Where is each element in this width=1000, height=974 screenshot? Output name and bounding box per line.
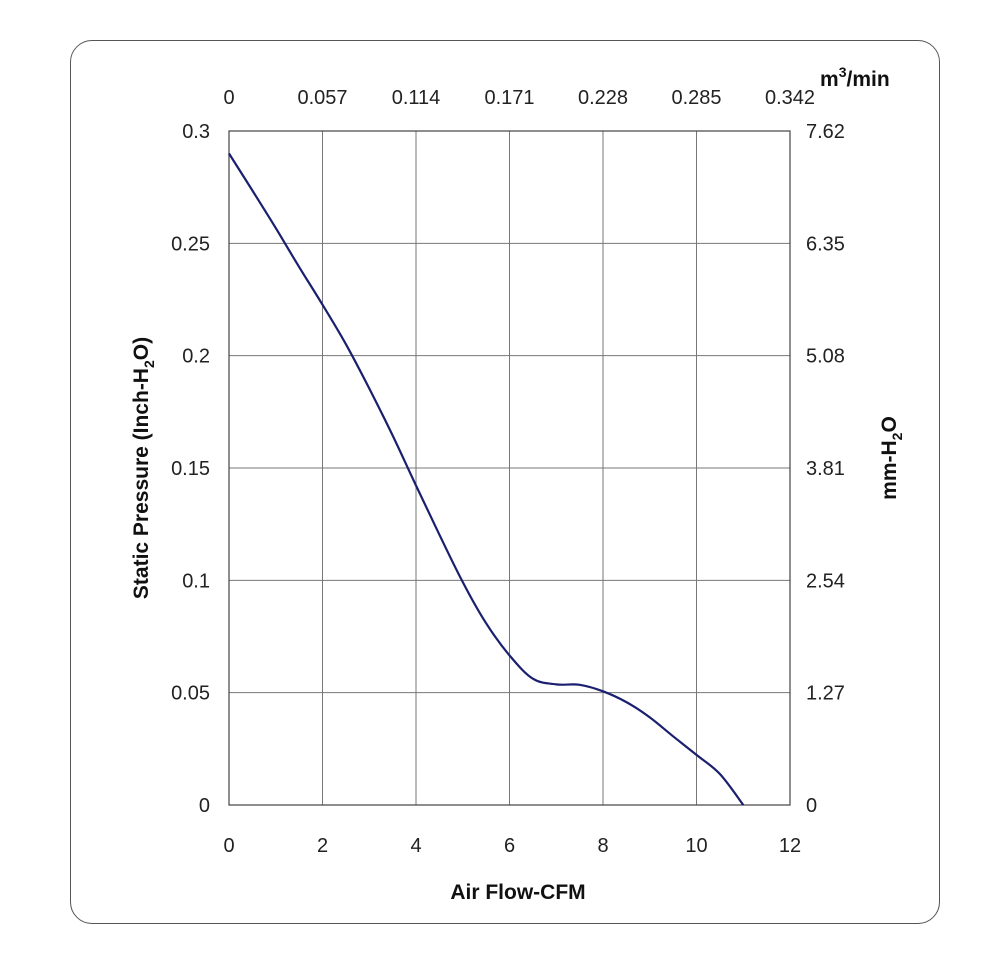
y-left-tick-label: 0.05 xyxy=(171,683,210,705)
x-tick-label: 2 xyxy=(317,835,328,857)
y-axis-left-title: Static Pressure (Inch-H2O) xyxy=(130,337,157,599)
x-axis-title: Air Flow-CFM xyxy=(450,881,585,904)
x-top-tick-label: 0.228 xyxy=(578,87,628,109)
x-tick-label: 6 xyxy=(504,835,515,857)
y-right-tick-label: 3.81 xyxy=(806,458,845,480)
y-right-tick-label: 6.35 xyxy=(806,233,845,255)
x-tick-label: 8 xyxy=(597,835,608,857)
y-right-tick-label: 1.27 xyxy=(806,683,845,705)
y-right-tick-label: 7.62 xyxy=(806,121,845,143)
grid-lines xyxy=(229,131,790,805)
x-tick-label: 0 xyxy=(223,835,234,857)
pressure-curve-line xyxy=(228,152,745,806)
y-axis-left-title-subscript: 2 xyxy=(141,360,157,368)
y-right-tick-label: 5.08 xyxy=(806,346,845,368)
x-top-tick-label: 0.114 xyxy=(392,87,441,109)
y-axis-right-title-subscript: 2 xyxy=(889,432,905,440)
y-axis-right-title: mm-H2O xyxy=(878,416,905,500)
tick-labels: 0 2 4 6 8 10 120 0.057 0.114 0.171 0.228 0.285 0.342… xyxy=(171,87,845,857)
x-tick-label: 10 xyxy=(685,835,707,857)
y-left-tick-label: 0.3 xyxy=(182,121,210,143)
y-left-tick-label: 0.2 xyxy=(182,346,210,368)
x-tick-label: 4 xyxy=(410,835,421,857)
y-left-tick-label: 0.1 xyxy=(182,570,210,592)
top-axis-unit: m3/min xyxy=(820,64,890,91)
y-right-tick-label: 2.54 xyxy=(806,570,845,592)
y-left-tick-label: 0 xyxy=(199,795,210,817)
x-top-tick-label: 0.342 xyxy=(765,87,815,109)
top-axis-unit-superscript: 3 xyxy=(839,64,847,80)
x-top-tick-label: 0.285 xyxy=(671,87,721,109)
chart-frame xyxy=(70,40,940,924)
x-top-tick-label: 0.171 xyxy=(484,87,534,109)
x-top-tick-label: 0.057 xyxy=(297,87,347,109)
y-left-tick-label: 0.25 xyxy=(171,233,210,255)
x-tick-label: 12 xyxy=(779,835,801,857)
x-top-tick-label: 0 xyxy=(223,87,234,109)
y-right-tick-label: 0 xyxy=(806,795,817,817)
y-left-tick-label: 0.15 xyxy=(171,458,210,480)
plot-area-border xyxy=(228,130,791,806)
